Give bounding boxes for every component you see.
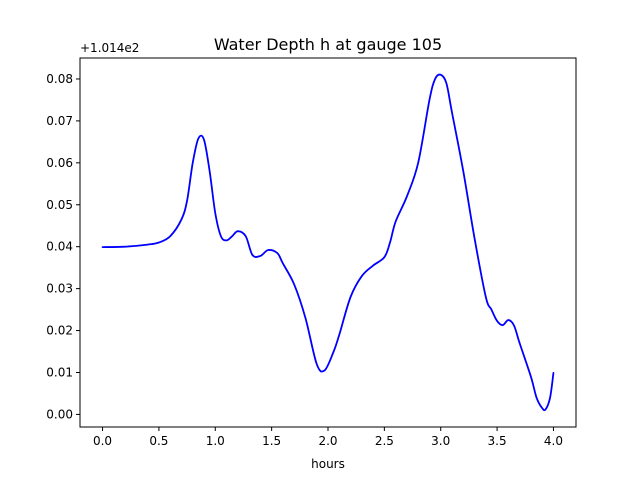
y-offset-label: +1.014e2	[80, 41, 139, 55]
y-tick-label: 0.00	[46, 407, 73, 421]
x-tick-label: 0.0	[93, 434, 112, 448]
x-tick-label: 1.5	[262, 434, 281, 448]
x-tick-label: 3.0	[431, 434, 450, 448]
x-tick-label: 3.5	[488, 434, 507, 448]
y-axis: 0.00 0.01 0.02 0.03 0.04 0.05 0.06 0.07 0.08	[46, 72, 80, 421]
y-tick-label: 0.04	[46, 240, 73, 254]
y-tick-label: 0.05	[46, 198, 73, 212]
y-tick-label: 0.02	[46, 324, 73, 338]
chart-title: Water Depth h at gauge 105	[214, 35, 442, 54]
y-tick-label: 0.07	[46, 114, 73, 128]
x-tick-label: 2.5	[375, 434, 394, 448]
y-tick-label: 0.01	[46, 365, 73, 379]
x-tick-label: 1.0	[206, 434, 225, 448]
x-axis: 0.0 0.5 1.0 1.5 2.0 2.5 3.0 3.5 4.0	[93, 427, 563, 448]
y-tick-label: 0.08	[46, 72, 73, 86]
series-line	[101, 73, 555, 412]
x-axis-label: hours	[311, 457, 345, 471]
x-tick-label: 2.0	[318, 434, 337, 448]
x-tick-label: 4.0	[544, 434, 563, 448]
x-tick-label: 0.5	[149, 434, 168, 448]
y-tick-label: 0.06	[46, 156, 73, 170]
y-tick-label: 0.03	[46, 282, 73, 296]
